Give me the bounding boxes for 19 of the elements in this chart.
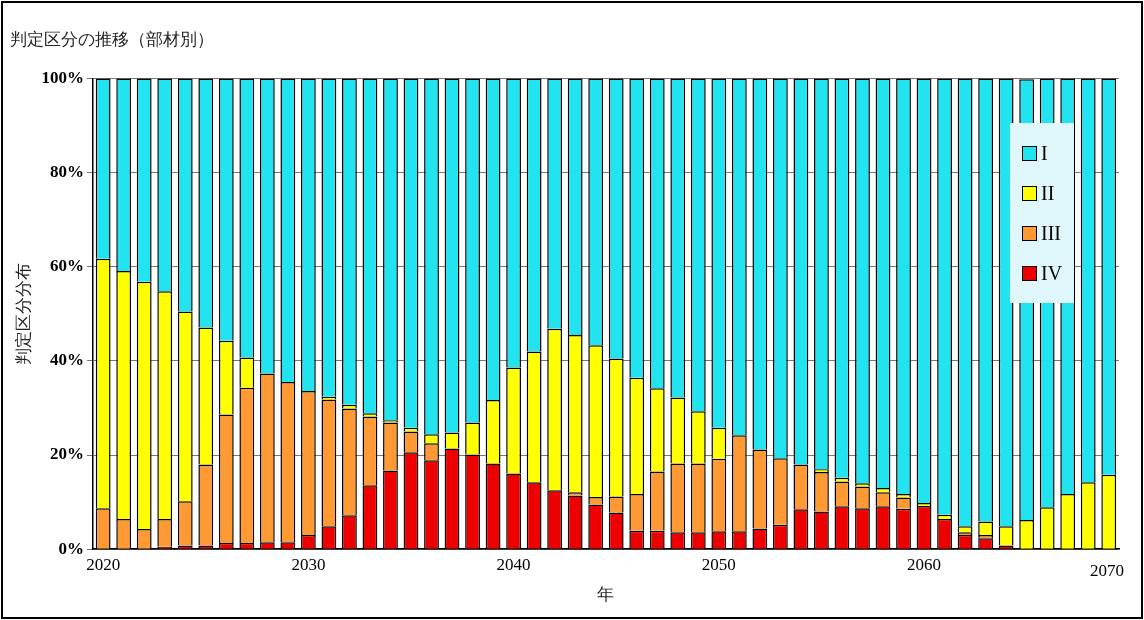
legend-label: IV: [1041, 261, 1063, 285]
y-tick-label: 20%: [49, 444, 84, 464]
text: 2070: [1090, 561, 1124, 582]
y-tick-label: 100%: [41, 67, 84, 87]
x-tick-label: 2050: [701, 554, 736, 574]
x-tick-label: 2040: [496, 554, 531, 574]
y-tick-label: 60%: [49, 256, 84, 276]
legend-label: III: [1041, 221, 1061, 245]
y-tick-label: 80%: [49, 161, 84, 181]
x-axis-title: 年: [597, 584, 615, 605]
legend-label: II: [1041, 181, 1055, 205]
y-tick-label: 0%: [58, 538, 84, 558]
chart-title: 判定区分の推移（部材別）: [10, 28, 214, 49]
x-tick-label: 2020: [86, 554, 121, 574]
y-tick-label: 40%: [49, 350, 84, 370]
x-tick-label: 2030: [291, 554, 326, 574]
x-tick-label: 2060: [907, 554, 942, 574]
y-axis-title: 判定区分分布: [12, 262, 33, 365]
series-label: I: [1041, 141, 1048, 165]
